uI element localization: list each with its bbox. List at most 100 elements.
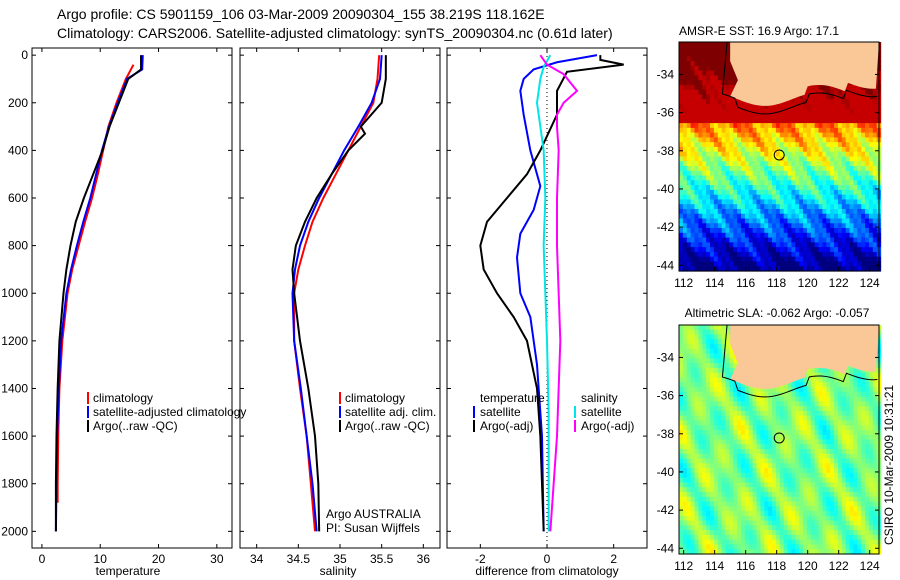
map-cell <box>744 420 750 426</box>
map-cell <box>706 99 711 105</box>
map-cell <box>698 367 703 374</box>
map-cell <box>857 199 862 205</box>
map-cell <box>830 482 835 488</box>
map-cell <box>721 256 727 263</box>
map-cell <box>713 175 719 181</box>
map-cell <box>772 132 777 139</box>
map-cell <box>826 247 831 253</box>
map-cell <box>783 113 789 119</box>
map-cell <box>834 472 839 479</box>
map-cell <box>787 204 793 210</box>
map-cell <box>679 137 684 143</box>
map-cell <box>834 458 839 464</box>
map-cell <box>865 261 870 267</box>
map-cell <box>686 56 692 62</box>
map-cell <box>686 94 692 100</box>
map-cell <box>799 199 804 205</box>
map-cell <box>752 142 758 148</box>
map-cell <box>779 180 785 186</box>
map-cell <box>868 511 874 517</box>
map-cell <box>706 334 711 340</box>
map-cell <box>872 108 878 115</box>
map-cell <box>872 482 878 488</box>
map-cell <box>698 501 703 507</box>
map-cell <box>837 477 843 484</box>
map-cell <box>725 189 730 196</box>
map-cell <box>748 387 754 393</box>
map-cell <box>752 161 758 167</box>
map-cell <box>686 344 692 350</box>
map-cell <box>679 339 684 345</box>
map-cell <box>764 496 769 503</box>
map-cell <box>822 175 827 181</box>
map-cell <box>791 458 796 464</box>
map-cell <box>741 237 746 243</box>
map-cell <box>682 46 688 53</box>
map-cell <box>803 146 808 153</box>
map-cell <box>775 175 781 181</box>
map-cell <box>822 266 827 272</box>
map-cell <box>849 175 855 181</box>
map-cell <box>861 458 866 464</box>
map-cell <box>698 127 703 134</box>
map-cell <box>729 242 734 248</box>
map-cell <box>772 406 777 412</box>
map-cell <box>814 108 820 115</box>
map-cell <box>791 237 796 243</box>
map-cell <box>756 208 761 215</box>
map-cell <box>768 468 773 474</box>
map-cell <box>783 420 789 426</box>
map-cell <box>682 453 688 460</box>
map-cell <box>741 444 746 450</box>
map-cell <box>713 42 719 48</box>
map-cell <box>729 410 734 417</box>
map-cell <box>717 353 723 359</box>
map-cell <box>686 84 692 91</box>
map-cell <box>775 396 781 402</box>
map-cell <box>682 99 688 105</box>
map-cell <box>772 530 777 536</box>
map-cell <box>706 391 711 398</box>
map-cell <box>702 429 707 436</box>
map-cell <box>729 534 734 541</box>
map-cell <box>760 415 765 422</box>
map-cell <box>795 420 800 426</box>
map-cell <box>799 228 804 234</box>
map-cell <box>795 213 800 220</box>
map-cell <box>737 525 742 531</box>
map-cell <box>857 161 862 167</box>
map-cell <box>741 113 746 119</box>
map-cell <box>764 223 769 229</box>
map-cell <box>853 477 858 484</box>
map-cell <box>698 180 703 186</box>
map-cell <box>872 506 878 512</box>
map-cell <box>830 127 835 134</box>
map-cell <box>865 251 870 258</box>
map-cell <box>772 146 777 153</box>
map-cell <box>752 213 758 220</box>
map-cell <box>872 387 878 393</box>
map-cell <box>679 84 684 91</box>
map-cell <box>849 501 855 507</box>
map-cell <box>748 242 754 248</box>
map-cell <box>853 113 858 119</box>
map-cell <box>787 142 793 148</box>
map-cell <box>872 175 878 181</box>
map-cell <box>760 113 765 119</box>
map-cell <box>779 511 785 517</box>
map-cell <box>686 61 692 67</box>
map-cell <box>845 367 851 374</box>
map-cell <box>717 382 723 388</box>
map-cell <box>768 199 773 205</box>
map-cell <box>717 425 723 431</box>
map-cell <box>834 89 839 96</box>
map-cell <box>779 161 785 167</box>
map-cell <box>690 137 696 143</box>
map-cell <box>748 194 754 201</box>
map-cell <box>706 525 711 531</box>
map-cell <box>741 228 746 234</box>
map-cell <box>748 266 754 272</box>
map-cell <box>764 161 769 167</box>
map-cell <box>698 425 703 431</box>
map-cell <box>806 228 812 234</box>
